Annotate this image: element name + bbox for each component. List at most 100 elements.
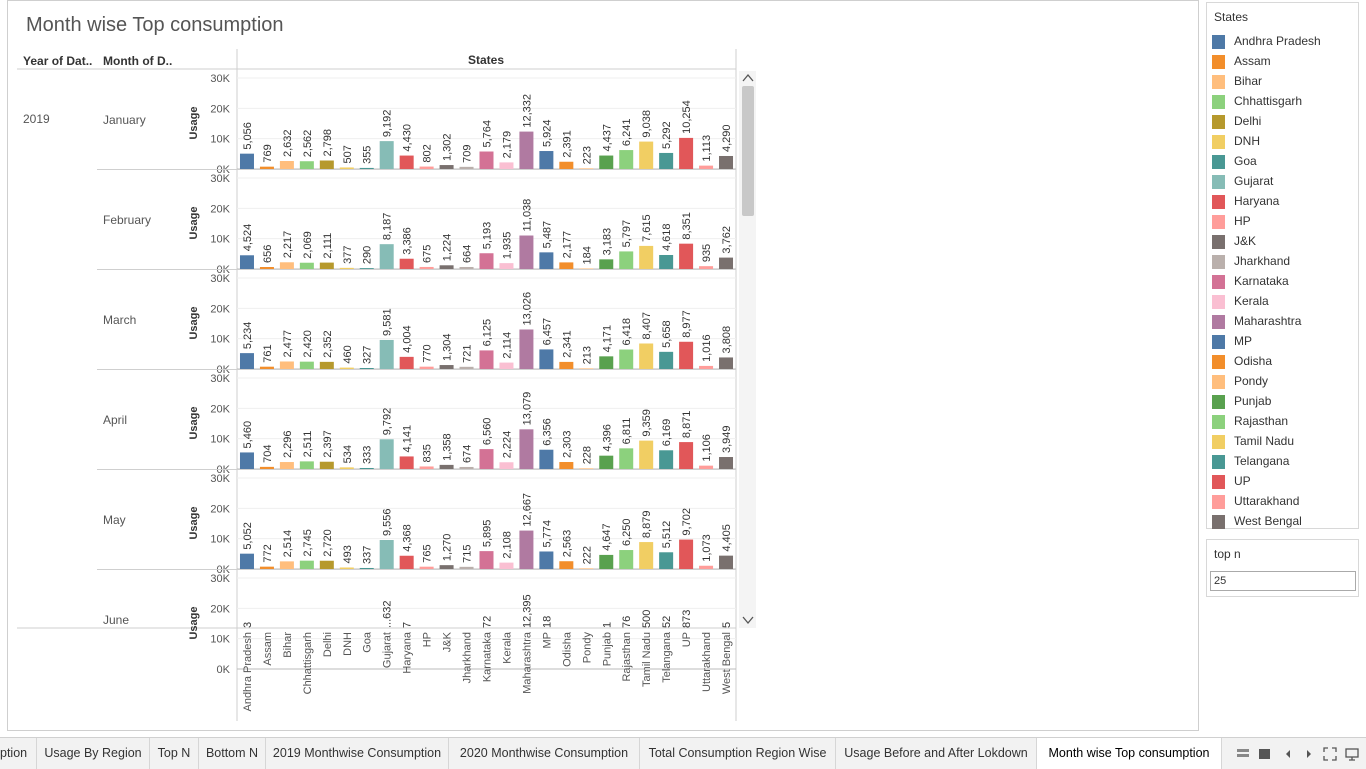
bar[interactable] — [479, 253, 494, 269]
sheet-tab[interactable]: Top N — [150, 738, 199, 769]
chart-area[interactable]: Year of Dat.. Month of D.. States 2019 Janua… — [8, 1, 1198, 730]
bar[interactable] — [439, 165, 454, 169]
bar[interactable] — [379, 141, 394, 169]
legend-item[interactable]: Goa — [1212, 154, 1357, 172]
bar[interactable] — [619, 448, 634, 469]
bar[interactable] — [459, 266, 474, 269]
bar[interactable] — [239, 353, 254, 369]
legend-item[interactable]: Pondy — [1212, 374, 1357, 392]
bar[interactable] — [699, 266, 714, 269]
sheet-tab[interactable]: Total Consumption Region Wise — [640, 738, 836, 769]
bar[interactable] — [259, 466, 274, 469]
bar[interactable] — [459, 466, 474, 469]
bar[interactable] — [299, 361, 314, 369]
bar[interactable] — [579, 568, 594, 569]
bar[interactable] — [379, 439, 394, 469]
legend-item[interactable]: DNH — [1212, 134, 1357, 152]
sheet-tab[interactable]: 2019 Monthwise Consumption — [266, 738, 449, 769]
legend-item[interactable]: Haryana — [1212, 194, 1357, 212]
bar[interactable] — [279, 262, 294, 269]
bar[interactable] — [419, 566, 434, 569]
bar[interactable] — [579, 268, 594, 269]
bar[interactable] — [719, 357, 734, 369]
bar[interactable] — [339, 467, 354, 469]
legend-item[interactable]: Uttarakhand — [1212, 494, 1357, 512]
bar[interactable] — [399, 155, 414, 169]
scroll-down-icon[interactable] — [742, 616, 754, 625]
bar[interactable] — [639, 343, 654, 369]
bar[interactable] — [559, 262, 574, 269]
bar[interactable] — [559, 462, 574, 469]
legend-item[interactable]: Odisha — [1212, 354, 1357, 372]
bar[interactable] — [539, 252, 554, 269]
bar[interactable] — [259, 267, 274, 269]
legend-item[interactable]: HP — [1212, 214, 1357, 232]
bar[interactable] — [599, 259, 614, 269]
bar[interactable] — [619, 550, 634, 569]
bar[interactable] — [359, 467, 374, 469]
bar[interactable] — [439, 265, 454, 269]
legend-item[interactable]: Assam — [1212, 54, 1357, 72]
bar[interactable] — [439, 365, 454, 369]
bar[interactable] — [399, 356, 414, 369]
sheet-view-icon[interactable] — [1258, 747, 1272, 761]
bar[interactable] — [419, 166, 434, 169]
scrollbar-thumb[interactable] — [742, 86, 754, 216]
bar[interactable] — [319, 361, 334, 369]
legend-item[interactable]: Bihar — [1212, 74, 1357, 92]
bar[interactable] — [319, 560, 334, 569]
sheet-tab[interactable]: 2020 Monthwise Consumption — [449, 738, 640, 769]
bar[interactable] — [399, 555, 414, 569]
bar[interactable] — [599, 455, 614, 469]
legend-item[interactable]: Rajasthan — [1212, 414, 1357, 432]
bar[interactable] — [299, 262, 314, 269]
bar[interactable] — [419, 366, 434, 369]
legend-item[interactable]: J&K — [1212, 234, 1357, 252]
bar[interactable] — [679, 442, 694, 469]
fit-screen-icon[interactable] — [1323, 747, 1337, 761]
bar[interactable] — [379, 339, 394, 369]
legend-item[interactable]: MP — [1212, 334, 1357, 352]
bar[interactable] — [539, 551, 554, 569]
bar[interactable] — [499, 362, 514, 369]
bar[interactable] — [539, 349, 554, 369]
bar[interactable] — [459, 566, 474, 569]
bar[interactable] — [519, 131, 534, 169]
bar[interactable] — [659, 351, 674, 369]
legend-item[interactable]: Punjab — [1212, 394, 1357, 412]
bar[interactable] — [659, 254, 674, 269]
legend-item[interactable]: Maharashtra — [1212, 314, 1357, 332]
bar[interactable] — [279, 462, 294, 469]
bar[interactable] — [639, 245, 654, 269]
bar[interactable] — [679, 539, 694, 569]
bar[interactable] — [239, 255, 254, 269]
bar[interactable] — [359, 268, 374, 269]
bar[interactable] — [339, 567, 354, 569]
bar[interactable] — [699, 465, 714, 469]
bar[interactable] — [619, 150, 634, 169]
bar[interactable] — [679, 137, 694, 169]
bar[interactable] — [439, 565, 454, 569]
bar[interactable] — [379, 244, 394, 269]
bar[interactable] — [719, 555, 734, 569]
bar[interactable] — [239, 153, 254, 169]
bar[interactable] — [599, 554, 614, 569]
legend-item[interactable]: Karnataka — [1212, 274, 1357, 292]
top-n-input[interactable] — [1210, 571, 1356, 591]
bar[interactable] — [499, 162, 514, 169]
bar[interactable] — [599, 155, 614, 169]
presentation-icon[interactable] — [1345, 747, 1359, 761]
bar[interactable] — [299, 461, 314, 469]
bar[interactable] — [299, 560, 314, 569]
bar[interactable] — [579, 468, 594, 469]
bar[interactable] — [279, 161, 294, 169]
bar[interactable] — [479, 151, 494, 169]
bar[interactable] — [339, 267, 354, 269]
bar[interactable] — [399, 456, 414, 469]
bar[interactable] — [239, 553, 254, 569]
legend-item[interactable]: Kerala — [1212, 294, 1357, 312]
legend-item[interactable]: Jharkhand — [1212, 254, 1357, 272]
bar[interactable] — [639, 440, 654, 469]
legend-item[interactable]: Gujarat — [1212, 174, 1357, 192]
sheet-tab[interactable]: Bottom N — [199, 738, 266, 769]
